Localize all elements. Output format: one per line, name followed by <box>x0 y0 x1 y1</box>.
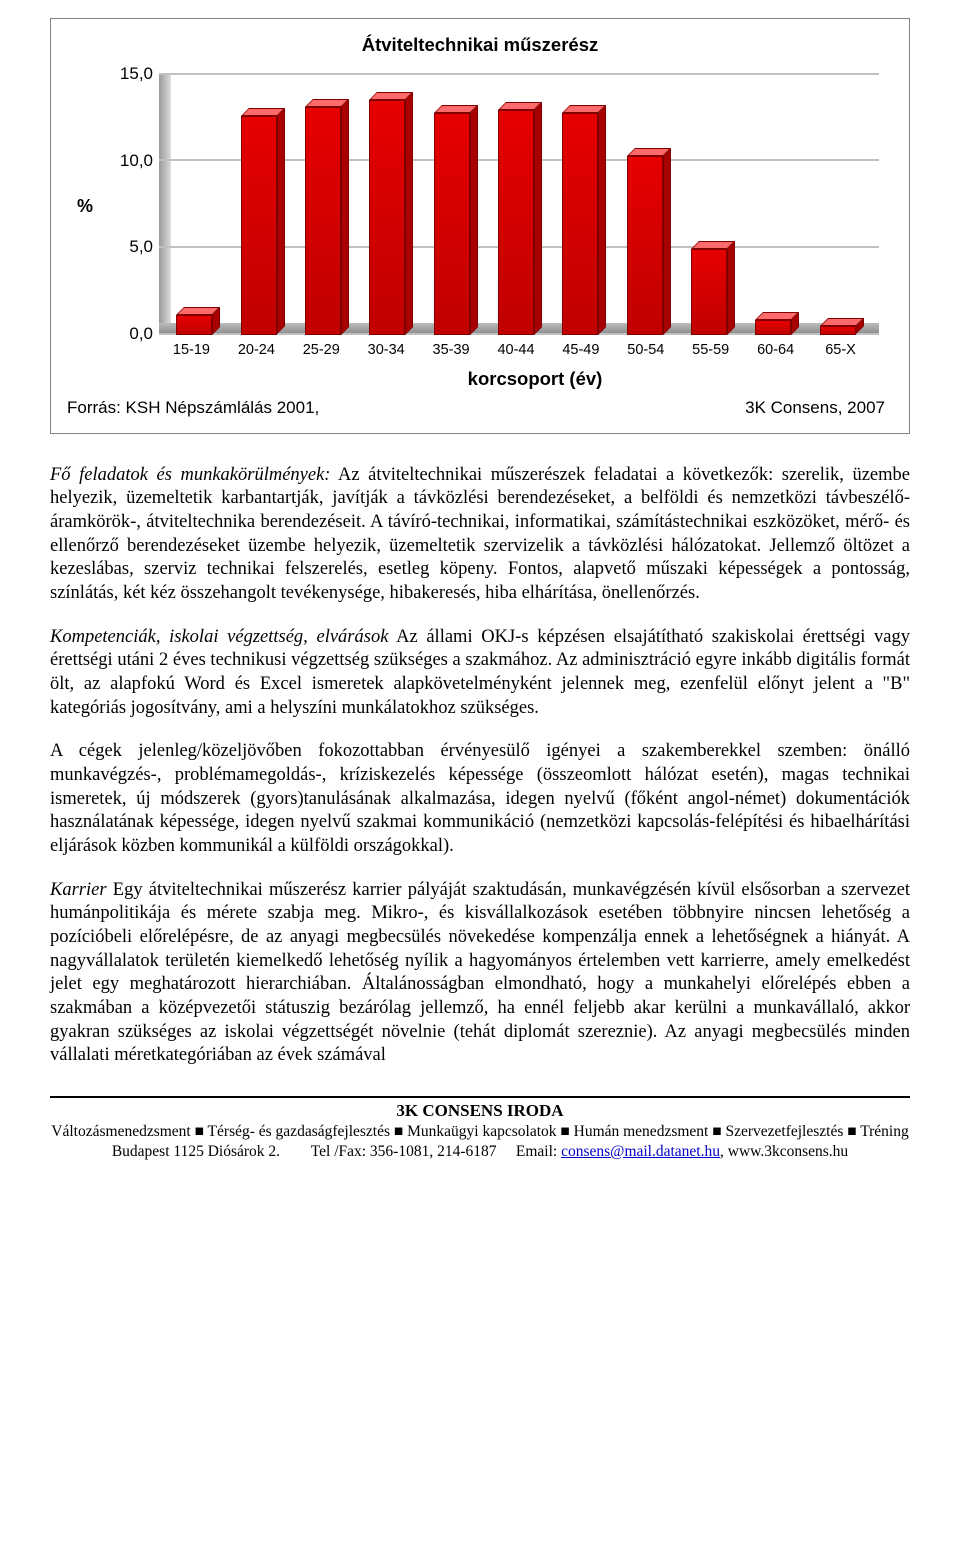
chart-body: % 0,05,010,015,0 <box>51 71 909 335</box>
bar-55-59 <box>691 249 733 335</box>
bar-50-54 <box>627 156 669 335</box>
bar-side <box>598 105 606 335</box>
footer-email-link[interactable]: consens@mail.datanet.hu <box>561 1143 720 1160</box>
bar-front <box>241 116 277 334</box>
x-tick-label: 20-24 <box>235 341 277 360</box>
footer-contact: Budapest 1125 Diósárok 2. Tel /Fax: 356-… <box>50 1142 910 1162</box>
bar-front <box>369 100 405 335</box>
text-career: Egy átviteltechnikai műszerész karrier p… <box>50 880 910 1066</box>
x-tick-label: 45-49 <box>560 341 602 360</box>
runin-duties: Fő feladatok és munkakörülmények: <box>50 465 330 485</box>
bar-60-64 <box>755 320 797 335</box>
bar-side <box>663 148 671 335</box>
chart-source-left: Forrás: KSH Népszámlálás 2001, <box>67 397 319 419</box>
chart-card: Átviteltechnikai műszerész % 0,0 5,0 10,0 1… <box>50 18 910 434</box>
footer-address: Budapest 1125 Diósárok 2. <box>112 1143 280 1160</box>
bar-20-24 <box>241 116 283 334</box>
chart-source-right: 3K Consens, 2007 <box>745 397 885 419</box>
bar-front <box>434 113 470 335</box>
bar-front <box>755 320 791 335</box>
x-axis-ticks: 15-19 20-24 25-29 30-34 35-39 40-44 45-49 50-54… <box>51 335 909 360</box>
paragraph-demands: A cégek jelenleg/közeljövőben fokozottab… <box>50 740 910 858</box>
bar-front <box>498 110 534 335</box>
footer-email-label: Email: <box>516 1143 557 1160</box>
bar-group <box>165 75 873 335</box>
x-tick-label: 60-64 <box>755 341 797 360</box>
paragraph-career: Karrier Egy átviteltechnikai műszerész k… <box>50 879 910 1068</box>
bar-25-29 <box>305 107 347 335</box>
bar-65-X <box>820 326 862 334</box>
bar-15-19 <box>176 315 218 335</box>
y-axis-ticks: 0,05,010,015,0 <box>109 75 159 335</box>
runin-career: Karrier <box>50 880 107 900</box>
bar-side <box>277 108 285 334</box>
footer-rule <box>50 1096 910 1098</box>
x-tick-label: 30-34 <box>365 341 407 360</box>
bar-top <box>498 102 542 110</box>
bar-front <box>627 156 663 335</box>
bar-side <box>405 92 413 335</box>
text-duties: Az átviteltechnikai műszerészek feladata… <box>50 465 910 603</box>
y-tick-label: 10,0 <box>120 150 153 172</box>
y-axis-label: % <box>61 75 109 218</box>
x-tick-label: 50-54 <box>625 341 667 360</box>
y-tick-label: 15,0 <box>120 63 153 85</box>
paragraph-duties: Fő feladatok és munkakörülmények: Az átv… <box>50 464 910 606</box>
page-footer: 3K CONSENS IRODA Változásmenedzsment ■ T… <box>50 1094 910 1161</box>
bar-30-34 <box>369 100 411 335</box>
bar-40-44 <box>498 110 540 335</box>
x-tick-label: 25-29 <box>300 341 342 360</box>
footer-site: , www.3kconsens.hu <box>720 1143 848 1160</box>
bar-front <box>562 113 598 335</box>
bar-front <box>305 107 341 335</box>
chart-title: Átviteltechnikai műszerész <box>51 19 909 71</box>
footer-services: Változásmenedzsment ■ Térség- és gazdasá… <box>50 1122 910 1142</box>
x-axis-label: korcsoport (év) <box>51 359 909 395</box>
bar-front <box>176 315 212 335</box>
bar-35-39 <box>434 113 476 335</box>
chart-source-row: Forrás: KSH Népszámlálás 2001, 3K Consen… <box>51 395 909 433</box>
x-tick-label: 55-59 <box>690 341 732 360</box>
x-tick-label: 65-X <box>820 341 862 360</box>
bar-top <box>434 105 478 113</box>
x-tick-label: 15-19 <box>170 341 212 360</box>
x-tick-label: 40-44 <box>495 341 537 360</box>
bar-side <box>727 241 735 335</box>
bar-front <box>820 326 856 334</box>
bar-side <box>470 105 478 335</box>
chart-plot-area <box>159 75 879 335</box>
bar-45-49 <box>562 113 604 335</box>
paragraph-competencies: Kompetenciák, iskolai végzettség, elvárá… <box>50 626 910 721</box>
y-tick-label: 0,0 <box>129 323 153 345</box>
y-tick-label: 5,0 <box>129 236 153 258</box>
bar-side <box>341 99 349 335</box>
bar-top <box>305 99 349 107</box>
bar-top <box>691 241 735 249</box>
x-tick-label: 35-39 <box>430 341 472 360</box>
footer-tel: Tel /Fax: 356-1081, 214-6187 <box>311 1143 497 1160</box>
bar-side <box>534 102 542 335</box>
footer-brand: 3K CONSENS IRODA <box>50 1100 910 1122</box>
bar-front <box>691 249 727 335</box>
runin-competencies: Kompetenciák, iskolai végzettség, elvárá… <box>50 627 388 647</box>
